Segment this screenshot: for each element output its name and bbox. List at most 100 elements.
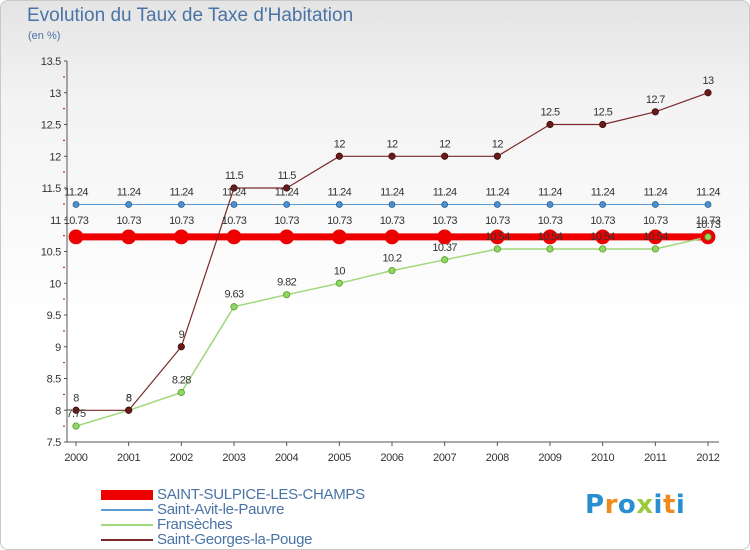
unit-label: (en %)	[28, 30, 61, 42]
x-tick-label: 2003	[222, 452, 245, 464]
proxiti-logo: Proxiti	[585, 490, 685, 520]
data-label: 8.28	[172, 374, 191, 386]
data-point	[173, 229, 189, 245]
data-label: 10.73	[432, 215, 457, 227]
data-point	[72, 201, 80, 208]
data-label: 12	[492, 138, 504, 150]
data-point	[388, 266, 396, 275]
data-point	[230, 201, 238, 208]
data-labels: 10.73 10.73 10.73 10.73 10.73 10.73 10.73 10.73…	[64, 75, 722, 420]
data-label: 10.54	[485, 231, 510, 243]
data-label: 11.24	[433, 187, 457, 199]
data-label: 12	[334, 138, 346, 150]
data-point	[493, 152, 501, 160]
logo-letter: x	[636, 490, 654, 520]
data-point	[388, 201, 396, 208]
data-point	[493, 245, 501, 253]
data-point	[177, 201, 185, 208]
data-label: 10.73	[222, 215, 247, 227]
data-point	[441, 256, 449, 264]
data-label: 12	[439, 138, 451, 150]
y-tick-label: 11	[50, 215, 61, 227]
logo-letter: o	[617, 490, 637, 520]
data-point	[546, 120, 554, 129]
data-point	[335, 279, 343, 287]
data-point	[72, 422, 80, 430]
data-label: 10.73	[327, 215, 352, 227]
data-point	[704, 89, 712, 97]
legend-label: Saint-Georges-la-Pouge	[157, 531, 313, 548]
data-point	[489, 229, 505, 245]
data-label: 11.24	[380, 187, 404, 199]
x-tick-label: 2008	[486, 452, 509, 464]
chart-title: Evolution du Taux de Taxe d'Habitation	[27, 5, 354, 26]
data-point	[331, 229, 347, 245]
data-label: 11.5	[225, 170, 244, 182]
data-label: 11.24	[169, 187, 193, 199]
data-point	[599, 201, 607, 208]
data-point	[283, 291, 291, 299]
data-label: 10.73	[590, 215, 615, 227]
legend-label: Saint-Avit-le-Pauvre	[157, 501, 285, 518]
data-label: 7.75	[66, 408, 85, 420]
data-point	[599, 245, 607, 253]
data-point	[177, 343, 185, 351]
axes: 7.5 8 8.5 9 9.5 10 10.5 11 11.5 12 12.5 13 13.5 2000 2…	[41, 56, 720, 464]
data-point	[283, 184, 291, 192]
y-tick-label: 13	[49, 88, 61, 100]
data-label: 10.54	[643, 231, 668, 243]
data-point	[599, 120, 607, 129]
x-tick-label: 2001	[117, 452, 140, 464]
data-label: 10.54	[590, 231, 615, 243]
data-point	[546, 201, 554, 208]
x-tick-label: 2000	[64, 452, 87, 464]
logo-letter: r	[604, 490, 618, 520]
data-point	[68, 229, 84, 245]
data-point	[704, 201, 712, 208]
x-tick-label: 2011	[644, 452, 667, 464]
legend-label: SAINT-SULPICE-LES-CHAMPS	[157, 486, 365, 503]
data-label: 13	[702, 75, 714, 87]
x-tick-label: 2012	[696, 452, 719, 464]
y-tick-label: 12.5	[41, 120, 61, 132]
data-label: 10.73	[116, 215, 141, 227]
data-label: 10.73	[169, 215, 194, 227]
y-tick-label: 9.5	[47, 310, 62, 322]
data-label: 11.24	[275, 187, 299, 199]
data-point	[595, 229, 611, 245]
data-point	[283, 201, 291, 208]
data-point	[441, 152, 449, 160]
data-label: 12.5	[540, 107, 559, 119]
data-point	[437, 229, 453, 245]
data-point	[335, 152, 343, 160]
data-point	[226, 229, 242, 245]
x-tick-label: 2004	[275, 452, 298, 464]
data-label: 10.73	[274, 215, 299, 227]
data-point	[388, 152, 396, 160]
data-label: 11.24	[643, 187, 667, 199]
data-point	[384, 229, 400, 245]
data-label: 11.5	[278, 170, 297, 182]
data-label: 12.5	[593, 107, 612, 119]
data-label: 8	[126, 392, 132, 404]
data-point	[279, 229, 295, 245]
y-tick-label: 11.5	[42, 183, 62, 195]
x-tick-label: 2010	[591, 452, 614, 464]
legend-swatch	[101, 509, 153, 511]
x-tick-label: 2007	[433, 452, 456, 464]
data-point	[651, 108, 659, 116]
logo-letter: i	[675, 490, 686, 520]
data-label: 9	[179, 329, 185, 341]
data-point	[335, 201, 343, 208]
logo-letter: i	[653, 490, 663, 520]
data-label: 10.37	[432, 242, 457, 254]
y-tick-label: 9	[55, 342, 61, 354]
data-label: 10.73	[643, 215, 668, 227]
data-point	[542, 229, 558, 245]
data-label: 8	[126, 392, 132, 404]
x-tick-label: 2005	[328, 452, 351, 464]
data-label: 11.24	[696, 187, 720, 199]
data-label: 11.24	[117, 187, 141, 199]
